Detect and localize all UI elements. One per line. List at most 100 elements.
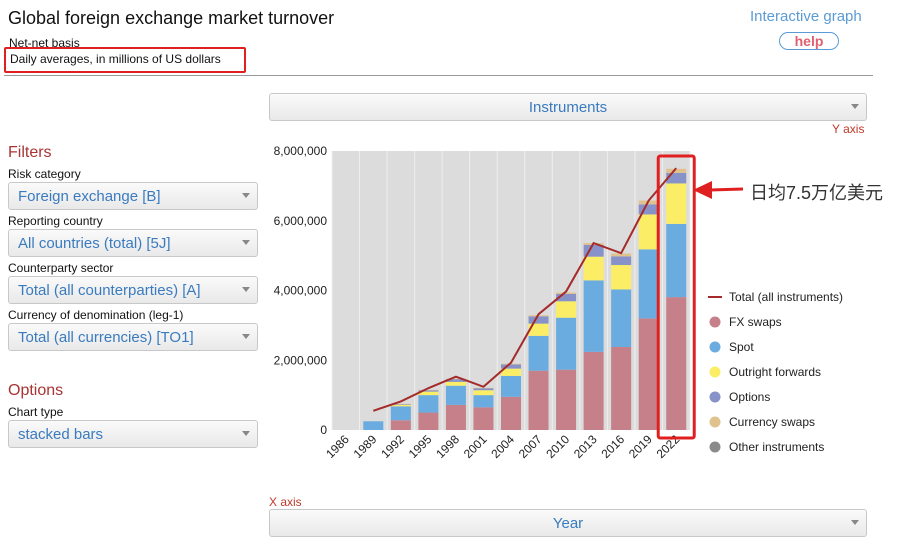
bar-segment bbox=[528, 370, 549, 430]
y-axis-label: Y axis bbox=[832, 122, 865, 136]
legend-label: Spot bbox=[729, 340, 754, 354]
chevron-down-icon bbox=[851, 104, 859, 109]
bar-segment bbox=[556, 301, 577, 318]
instruments-select-value: Instruments bbox=[528, 99, 608, 116]
chevron-down-icon bbox=[242, 193, 250, 198]
annotation-text: 日均7.5万亿美元 bbox=[750, 183, 884, 203]
reporting-country-select[interactable]: All countries (total) [5J] bbox=[8, 229, 258, 257]
chevron-down-icon bbox=[242, 240, 250, 245]
risk-category-value: Foreign exchange [B] bbox=[18, 188, 161, 205]
bar-segment bbox=[611, 265, 632, 290]
filter-label-currency: Currency of denomination (leg-1) bbox=[8, 308, 184, 322]
bar-segment bbox=[501, 363, 521, 365]
currency-value: Total (all currencies) [TO1] bbox=[18, 329, 194, 346]
bar-segment bbox=[445, 385, 466, 405]
filter-label-counterparty-sector: Counterparty sector bbox=[8, 261, 114, 275]
bar-segment bbox=[528, 335, 549, 371]
page-title: Global foreign exchange market turnover bbox=[8, 8, 335, 28]
help-button[interactable]: help bbox=[779, 32, 839, 50]
currency-select[interactable]: Total (all currencies) [TO1] bbox=[8, 323, 258, 351]
bar-segment bbox=[583, 280, 604, 352]
legend-swatch bbox=[709, 416, 721, 428]
bar-segment bbox=[418, 389, 439, 391]
bar-segment bbox=[473, 395, 494, 408]
bar-segment bbox=[445, 378, 466, 380]
x-tick-label: 2010 bbox=[543, 432, 572, 461]
bar-segment bbox=[473, 387, 494, 389]
bar-segment bbox=[528, 323, 549, 336]
bar-segment bbox=[611, 253, 632, 257]
x-tick-label: 1995 bbox=[406, 432, 435, 461]
year-select[interactable]: Year bbox=[269, 509, 867, 537]
bar-segment bbox=[390, 404, 411, 407]
y-tick-label: 2,000,000 bbox=[274, 353, 328, 367]
bar-segment bbox=[556, 369, 577, 430]
legend-label-total: Total (all instruments) bbox=[729, 290, 843, 304]
bar-segment bbox=[556, 317, 577, 370]
filter-label-reporting-country: Reporting country bbox=[8, 214, 103, 228]
units-label: Daily averages, in millions of US dollar… bbox=[10, 52, 221, 66]
options-heading: Options bbox=[8, 382, 64, 399]
instruments-select[interactable]: Instruments bbox=[269, 93, 867, 121]
bar-segment bbox=[666, 168, 687, 173]
bar-segment bbox=[501, 368, 521, 376]
gridlines bbox=[331, 151, 691, 430]
y-tick-labels: 8,000,000 6,000,000 4,000,000 2,000,000 0 bbox=[274, 144, 328, 437]
bar-segment bbox=[418, 390, 439, 392]
chevron-down-icon bbox=[242, 287, 250, 292]
chevron-down-icon bbox=[242, 334, 250, 339]
legend-label: Other instruments bbox=[729, 440, 824, 454]
highlight-2022-box bbox=[656, 154, 696, 440]
x-tick-label: 2007 bbox=[516, 432, 545, 461]
y-tick-label: 4,000,000 bbox=[274, 284, 328, 298]
chevron-down-icon bbox=[851, 520, 859, 525]
legend-swatch bbox=[709, 441, 721, 453]
bar-segment bbox=[445, 379, 466, 382]
counterparty-sector-select[interactable]: Total (all counterparties) [A] bbox=[8, 276, 258, 304]
chart-type-value: stacked bars bbox=[18, 426, 104, 443]
y-tick-label: 0 bbox=[320, 423, 327, 437]
bar-segment bbox=[638, 249, 659, 319]
y-tick-label: 8,000,000 bbox=[274, 144, 328, 158]
bar-segment bbox=[501, 396, 521, 430]
bar-segment bbox=[418, 391, 439, 396]
x-tick-label: 2013 bbox=[571, 432, 600, 461]
x-tick-label: 1992 bbox=[378, 432, 407, 461]
legend-label: Outright forwards bbox=[729, 365, 821, 379]
year-select-value: Year bbox=[552, 515, 584, 532]
x-axis-label: X axis bbox=[269, 495, 302, 509]
bar-segment bbox=[390, 420, 411, 430]
y-tick-label: 6,000,000 bbox=[274, 214, 328, 228]
bar-segment bbox=[445, 404, 466, 430]
arrow-head bbox=[693, 181, 712, 199]
risk-category-select[interactable]: Foreign exchange [B] bbox=[8, 182, 258, 210]
chart-type-select[interactable]: stacked bars bbox=[8, 420, 258, 448]
legend-swatch bbox=[709, 366, 721, 378]
x-tick-label: 2019 bbox=[626, 432, 655, 461]
filter-label-risk-category: Risk category bbox=[8, 167, 81, 181]
interactive-graph-link[interactable]: Interactive graph bbox=[750, 8, 862, 25]
bar-segment bbox=[556, 293, 577, 302]
x-tick-label: 1986 bbox=[323, 432, 352, 461]
chevron-down-icon bbox=[242, 431, 250, 436]
bar-segment bbox=[666, 223, 687, 298]
reporting-country-value: All countries (total) [5J] bbox=[18, 235, 171, 252]
bar-segment bbox=[583, 351, 604, 430]
bar-segment bbox=[638, 204, 659, 215]
filters-heading: Filters bbox=[8, 144, 52, 161]
bar-segment bbox=[666, 172, 687, 184]
legend: Total (all instruments) FX swaps Spot Outri… bbox=[708, 290, 843, 454]
chart-type-label: Chart type bbox=[8, 405, 64, 419]
x-tick-label: 2004 bbox=[488, 432, 517, 461]
bar-segment bbox=[611, 346, 632, 430]
bar-segment bbox=[666, 297, 687, 430]
bar-segment bbox=[501, 375, 521, 397]
bar-segment bbox=[611, 289, 632, 347]
bar-segment bbox=[666, 183, 687, 224]
legend-label: FX swaps bbox=[729, 315, 782, 329]
bar-segment bbox=[445, 381, 466, 386]
bar-segment bbox=[363, 421, 384, 430]
bar-segment bbox=[390, 403, 411, 405]
bar-segment bbox=[583, 244, 604, 257]
legend-label: Options bbox=[729, 390, 770, 404]
